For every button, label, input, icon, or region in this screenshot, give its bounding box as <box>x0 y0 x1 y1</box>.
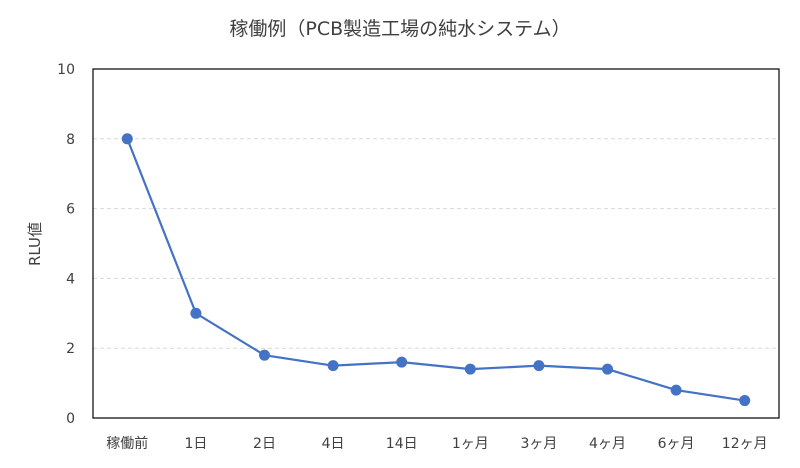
data-point <box>533 360 545 372</box>
y-tick-label: 8 <box>66 132 75 148</box>
data-point <box>259 349 270 361</box>
y-axis-ticks: 0 2 4 6 8 10 <box>57 62 75 427</box>
x-axis-ticks: 稼働前 1日 2日 4日 14日 1ヶ月 3ヶ月 4ヶ月 6ヶ月 12ヶ月 <box>106 435 767 452</box>
plot-area-frame <box>92 68 780 419</box>
y-tick-label: 10 <box>57 62 75 78</box>
x-tick-label: 1日 <box>184 436 207 452</box>
data-point <box>602 363 613 375</box>
data-series <box>121 133 751 407</box>
series-line <box>126 138 745 402</box>
y-tick-label: 2 <box>66 341 75 357</box>
data-point <box>396 356 408 368</box>
y-tick-label: 0 <box>66 411 75 427</box>
x-tick-label: 2日 <box>253 436 276 452</box>
x-tick-label: 4日 <box>322 436 345 452</box>
x-tick-label: 稼働前 <box>106 435 148 452</box>
y-tick-label: 4 <box>66 271 75 287</box>
y-tick-label: 6 <box>66 202 75 218</box>
data-point <box>464 363 476 375</box>
data-point <box>670 384 682 396</box>
y-axis-label: RLU値 <box>26 222 44 266</box>
x-tick-label: 12ヶ月 <box>722 436 768 452</box>
data-point <box>190 307 202 319</box>
x-tick-label: 4ヶ月 <box>589 436 626 452</box>
data-point <box>121 133 133 145</box>
x-tick-label: 3ヶ月 <box>520 436 557 452</box>
chart-title: 稼働例（PCB製造工場の純水システム） <box>229 18 570 40</box>
data-point <box>327 360 339 372</box>
x-tick-label: 14日 <box>386 436 418 452</box>
x-tick-label: 1ヶ月 <box>452 436 489 452</box>
x-tick-label: 6ヶ月 <box>658 436 695 452</box>
gridlines <box>93 138 779 349</box>
data-point <box>739 395 751 407</box>
